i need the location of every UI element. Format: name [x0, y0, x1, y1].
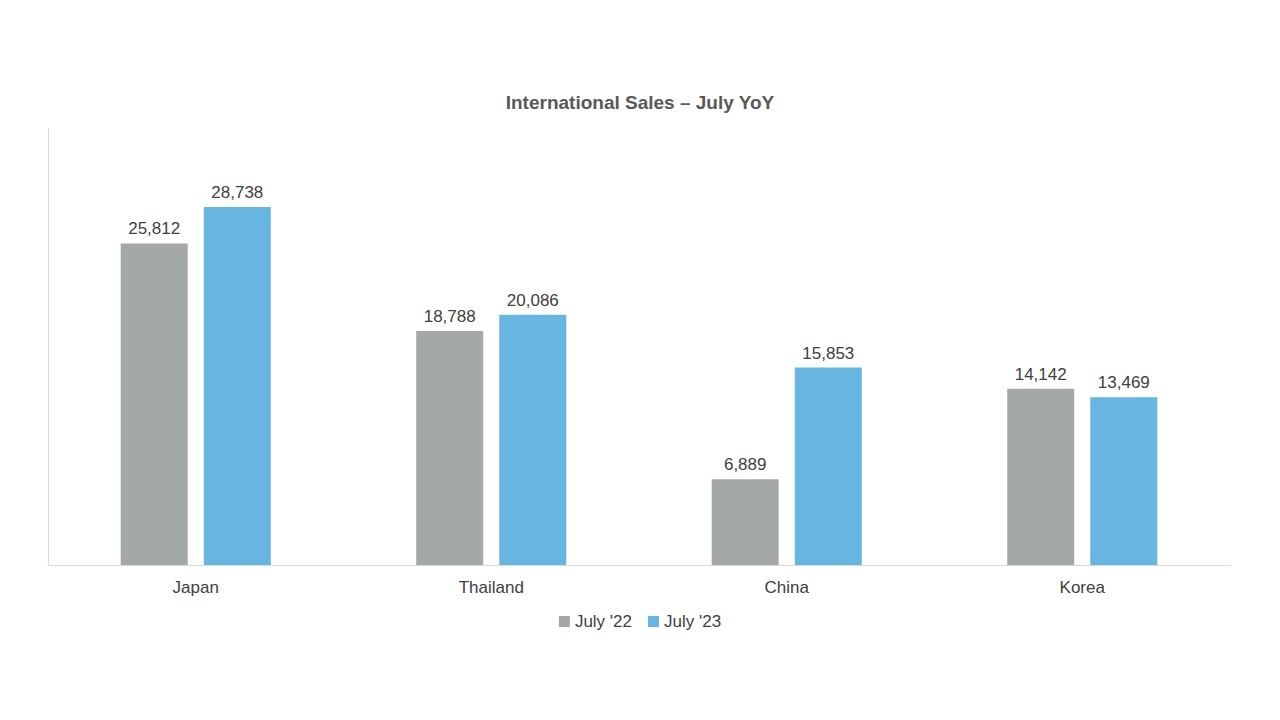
svg-text:18,788: 18,788 [424, 307, 476, 326]
svg-text:28,738: 28,738 [211, 183, 263, 202]
svg-text:Thailand: Thailand [459, 578, 524, 597]
svg-text:China: China [765, 578, 810, 597]
svg-text:15,853: 15,853 [802, 344, 854, 363]
svg-text:20,086: 20,086 [507, 291, 559, 310]
svg-text:Japan: Japan [173, 578, 219, 597]
svg-text:International Sales – July YoY: International Sales – July YoY [506, 92, 775, 113]
svg-text:Korea: Korea [1060, 578, 1106, 597]
svg-text:14,142: 14,142 [1015, 365, 1067, 384]
svg-text:13,469: 13,469 [1098, 373, 1150, 392]
svg-text:July '23: July '23 [664, 612, 721, 631]
svg-text:25,812: 25,812 [128, 219, 180, 238]
svg-text:6,889: 6,889 [724, 455, 767, 474]
svg-text:July '22: July '22 [575, 612, 632, 631]
